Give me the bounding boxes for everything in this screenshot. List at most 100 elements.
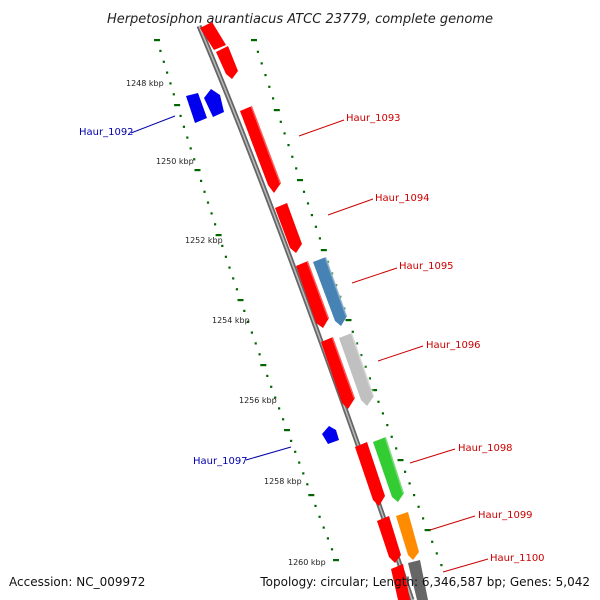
tick-mark	[189, 147, 192, 150]
tick-mark	[154, 39, 160, 42]
gene-label-haur-1094[interactable]: Haur_1094	[375, 193, 430, 204]
tick-mark	[174, 104, 181, 107]
gene-forward[interactable]	[240, 106, 281, 193]
gene-label-haur-1095[interactable]: Haur_1095	[399, 261, 454, 272]
gene-forward[interactable]	[391, 564, 410, 600]
tick-mark	[179, 114, 182, 117]
tick-mark	[169, 82, 172, 85]
gene-forward[interactable]	[200, 22, 226, 50]
tick-mark	[228, 266, 231, 269]
tick-mark	[221, 244, 224, 247]
tick-mark	[232, 277, 235, 280]
kbp-label: 1252 kbp	[185, 236, 223, 245]
tick-mark	[343, 307, 346, 310]
kbp-label: 1250 kbp	[156, 157, 194, 166]
tick-mark	[270, 385, 273, 388]
gene-cog-silver[interactable]	[339, 333, 374, 406]
tick-mark	[193, 158, 196, 161]
tick-mark	[435, 552, 438, 555]
tick-mark	[422, 517, 425, 520]
tick-mark	[306, 483, 309, 486]
tick-mark	[203, 190, 206, 193]
gene-label-haur-1093[interactable]: Haur_1093	[346, 113, 401, 124]
tick-mark	[278, 407, 281, 410]
tick-mark	[339, 295, 342, 298]
gene-forward[interactable]	[296, 261, 329, 328]
tick-mark	[395, 447, 398, 450]
kbp-label: 1256 kbp	[239, 396, 277, 405]
tick-mark	[320, 249, 327, 252]
gene-labels: Haur_1092 Haur_1093 Haur_1094 Haur_1095 …	[79, 113, 545, 564]
tick-mark	[360, 354, 363, 357]
gene-reverse[interactable]	[322, 426, 339, 444]
tick-mark	[254, 342, 257, 345]
tick-mark	[206, 201, 210, 204]
gene-forward[interactable]	[355, 442, 385, 506]
tick-mark	[172, 93, 175, 96]
tick-mark	[182, 125, 185, 128]
tick-mark	[250, 331, 253, 334]
gene-label-haur-1100[interactable]: Haur_1100	[490, 553, 545, 564]
gene-label-haur-1098[interactable]: Haur_1098	[458, 443, 513, 454]
tick-mark	[264, 74, 267, 77]
tick-mark	[287, 144, 290, 147]
tick-mark	[318, 237, 321, 240]
tick-mark	[279, 120, 282, 123]
tick-mark	[260, 364, 267, 367]
tick-mark	[268, 85, 271, 88]
gene-forward[interactable]	[275, 203, 302, 253]
gene-reverse[interactable]	[186, 93, 207, 123]
tick-mark	[235, 288, 238, 291]
tick-mark	[355, 342, 359, 345]
tick-mark	[306, 202, 310, 205]
reverse-genes	[186, 89, 339, 444]
gene-label-haur-1096[interactable]: Haur_1096	[426, 340, 481, 351]
tick-mark	[210, 212, 213, 215]
forward-genes	[200, 22, 410, 600]
tick-mark	[322, 526, 325, 529]
gene-label-haur-1097[interactable]: Haur_1097	[193, 456, 248, 467]
tick-mark	[186, 136, 189, 139]
tick-mark	[258, 353, 261, 356]
gene-reverse[interactable]	[204, 89, 224, 117]
tick-mark	[247, 320, 250, 323]
tick-mark	[294, 450, 297, 453]
tick-mark	[166, 71, 169, 74]
tick-mark	[266, 374, 269, 377]
tick-mark	[351, 330, 354, 333]
tick-mark	[159, 49, 162, 52]
topology-text: Topology: circular; Length: 6,346,587 bp…	[259, 575, 590, 589]
tick-mark	[404, 470, 407, 473]
tick-mark	[440, 564, 443, 567]
tick-mark	[424, 529, 431, 532]
gene-forward[interactable]	[321, 337, 355, 409]
tick-mark	[215, 234, 222, 237]
tick-mark	[273, 109, 280, 112]
tick-mark	[302, 472, 305, 475]
tick-mark	[260, 62, 263, 65]
tick-mark	[295, 167, 298, 170]
gene-forward[interactable]	[377, 516, 401, 563]
gene-shading	[250, 105, 406, 494]
gene-label-haur-1099[interactable]: Haur_1099	[478, 510, 533, 521]
tick-mark	[333, 559, 339, 562]
tick-mark	[371, 389, 378, 392]
gene-cog-gray[interactable]	[408, 560, 428, 600]
gene-cog-green[interactable]	[373, 437, 404, 502]
map-title: Herpetosiphon aurantiacus ATCC 23779, co…	[107, 12, 493, 27]
kbp-label: 1254 kbp	[212, 316, 250, 325]
gene-label-haur-1092[interactable]: Haur_1092	[79, 127, 134, 138]
tick-mark	[335, 284, 338, 287]
gene-forward[interactable]	[216, 46, 238, 79]
tick-mark	[243, 309, 246, 312]
tick-mark	[345, 319, 352, 322]
tick-mark	[314, 225, 317, 228]
gene-cog-orange[interactable]	[396, 512, 419, 560]
tick-mark	[381, 412, 384, 415]
tick-mark	[290, 439, 293, 442]
tick-mark	[274, 396, 277, 399]
gene-cog-blue[interactable]	[313, 257, 347, 326]
tick-mark	[417, 505, 420, 508]
tick-mark	[302, 190, 306, 193]
tick-mark	[200, 179, 203, 182]
